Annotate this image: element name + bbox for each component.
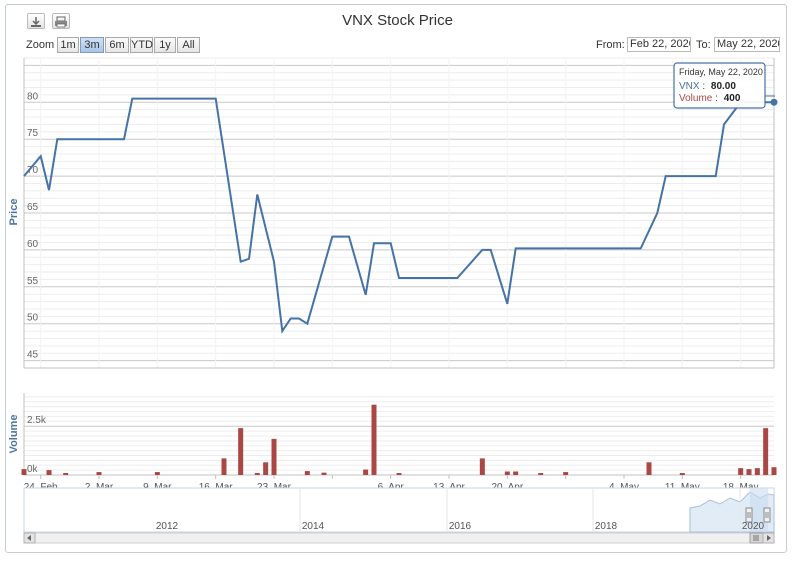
range-3m-button[interactable]: 3m: [80, 37, 104, 53]
chart-title: VNX Stock Price: [342, 12, 453, 29]
to-label: To:: [696, 39, 711, 51]
from-label: From:: [596, 39, 625, 51]
range-1m-button[interactable]: 1m: [57, 37, 79, 53]
range-all-button[interactable]: All: [177, 37, 200, 53]
from-date-input[interactable]: Feb 22, 2020: [627, 37, 691, 52]
chart-container: [5, 4, 787, 553]
print-button[interactable]: [52, 13, 70, 29]
download-icon: [31, 17, 41, 27]
to-date-input[interactable]: May 22, 2020: [714, 37, 780, 52]
range-6m-button[interactable]: 6m: [105, 37, 129, 53]
range-ytd-button[interactable]: YTD: [130, 37, 153, 53]
print-icon: [55, 16, 67, 28]
range-1y-button[interactable]: 1y: [154, 37, 176, 53]
download-button[interactable]: [27, 13, 45, 29]
zoom-label: Zoom: [26, 39, 55, 51]
